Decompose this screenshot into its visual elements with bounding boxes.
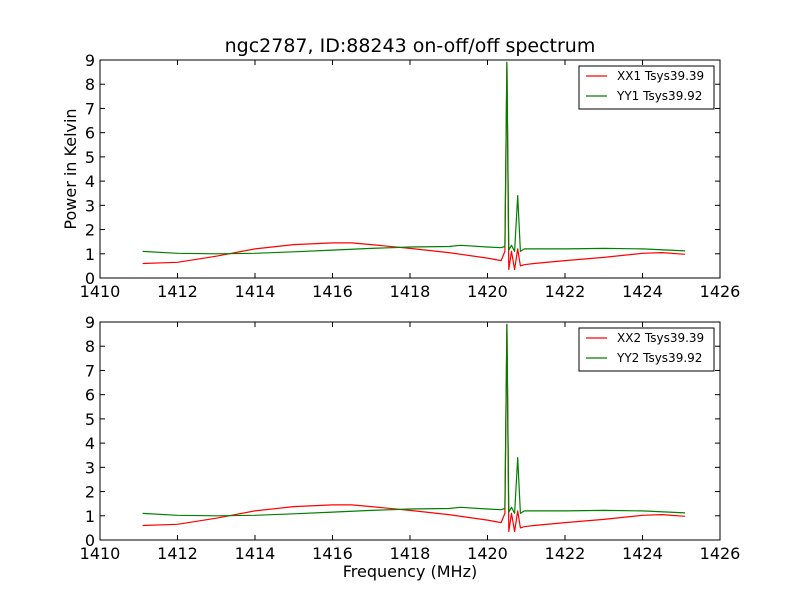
- x-tick-label: 1422: [545, 544, 586, 563]
- x-tick-label: 1418: [390, 544, 431, 563]
- y-tick-label: 2: [85, 483, 95, 502]
- y-tick-label: 3: [85, 458, 95, 477]
- x-tick-label: 1412: [157, 282, 198, 301]
- x-tick-label: 1412: [157, 544, 198, 563]
- y-axis-label: Power in Kelvin: [61, 108, 80, 229]
- y-tick-label: 0: [85, 531, 95, 550]
- y-tick-label: 9: [85, 51, 95, 70]
- x-tick-label: 1420: [467, 544, 508, 563]
- y-tick-label: 1: [85, 507, 95, 526]
- x-tick-label: 1414: [235, 544, 276, 563]
- y-tick-label: 7: [85, 361, 95, 380]
- x-tick-label: 1414: [235, 282, 276, 301]
- plot-panel-2: 1410 1412 1414 1416 1418 1420 1422 1424 1426 0 1 2 3…: [80, 313, 741, 581]
- legend-box: [578, 327, 715, 372]
- x-tick-label: 1416: [312, 282, 353, 301]
- y-tick-label: 6: [85, 386, 95, 405]
- x-tick-label: 1418: [390, 282, 431, 301]
- y-tick-label: 6: [85, 124, 95, 143]
- x-tick-label: 1420: [467, 282, 508, 301]
- legend: XX1 Tsys39.39 YY1 Tsys39.92: [578, 65, 715, 110]
- y-tick-label: 0: [85, 269, 95, 288]
- series-line-yy-1: [142, 61, 686, 255]
- legend-entry: XX2 Tsys39.39: [617, 331, 704, 345]
- series-line-yy-2: [142, 323, 686, 517]
- x-tick-label: 1422: [545, 282, 586, 301]
- y-tick-label: 5: [85, 410, 95, 429]
- x-tick-label: 1426: [700, 282, 741, 301]
- legend-box: [578, 65, 715, 110]
- x-tick-label: 1424: [622, 544, 663, 563]
- y-tick-label: 4: [85, 434, 95, 453]
- legend: XX2 Tsys39.39 YY2 Tsys39.92: [578, 327, 715, 372]
- y-tick-label: 5: [85, 148, 95, 167]
- y-tick-label: 8: [85, 337, 95, 356]
- plot-panel-1: 1410 1412 1414 1416 1418 1420 1422 1424 1426 0 1 2 3…: [61, 35, 740, 301]
- y-tick-label: 7: [85, 99, 95, 118]
- x-tick-label: 1426: [700, 544, 741, 563]
- legend-entry: YY2 Tsys39.92: [616, 351, 702, 365]
- y-tick-label: 3: [85, 196, 95, 215]
- legend-entry: YY1 Tsys39.92: [616, 89, 702, 103]
- x-tick-label: 1416: [312, 544, 353, 563]
- chart-title: ngc2787, ID:88243 on-off/off spectrum: [225, 35, 596, 57]
- y-tick-label: 2: [85, 221, 95, 240]
- x-tick-label: 1410: [80, 544, 121, 563]
- legend-entry: XX1 Tsys39.39: [617, 69, 704, 83]
- x-tick-label: 1410: [80, 282, 121, 301]
- y-tick-label: 4: [85, 172, 95, 191]
- y-tick-label: 9: [85, 313, 95, 332]
- x-tick-label: 1424: [622, 282, 663, 301]
- y-tick-label: 1: [85, 245, 95, 264]
- x-axis-label: Frequency (MHz): [343, 562, 477, 581]
- y-tick-label: 8: [85, 75, 95, 94]
